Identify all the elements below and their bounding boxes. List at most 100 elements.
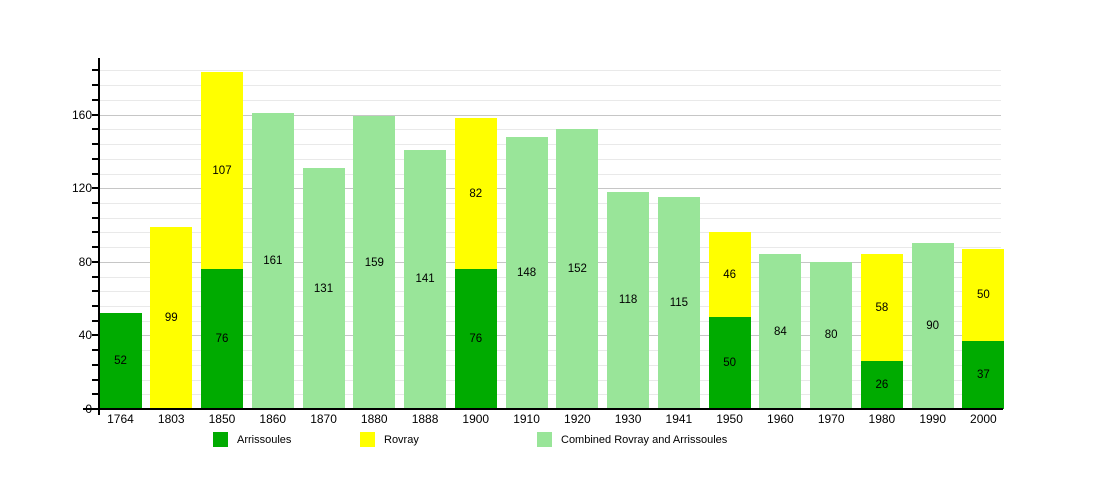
bar-value-label: 84 <box>773 325 787 338</box>
bar-segment: 152 <box>556 129 599 409</box>
y-axis-tick <box>92 98 99 101</box>
bar-segment: 141 <box>404 149 447 409</box>
bar-segment: 50 <box>708 317 751 409</box>
bar-value-label: 131 <box>313 282 334 295</box>
gridline <box>100 379 1001 381</box>
gridline <box>100 188 1001 190</box>
y-axis-tick <box>92 334 99 337</box>
x-tick-label: 1870 <box>310 412 337 426</box>
bar-segment: 46 <box>708 232 751 317</box>
bar-segment: 37 <box>962 340 1005 409</box>
x-tick-label: 2000 <box>970 412 997 426</box>
legend-item-combined: Combined Rovray and Arrissoules <box>537 432 727 447</box>
bar-segment: 84 <box>759 254 802 409</box>
gridline <box>100 70 1001 72</box>
bar-value-label: 76 <box>469 333 483 346</box>
gridline <box>100 114 1001 116</box>
x-tick-label: 1910 <box>513 412 540 426</box>
y-axis-tick <box>92 260 99 263</box>
y-axis-tick <box>92 172 99 175</box>
x-tick-label: 1880 <box>360 412 388 426</box>
gridline <box>100 144 1001 145</box>
x-tick-label: 1930 <box>614 412 642 426</box>
gridline <box>100 320 1001 322</box>
bar-value-label: 90 <box>926 320 940 333</box>
gridline <box>100 232 1001 234</box>
bar-value-label: 118 <box>618 294 638 307</box>
gridline <box>100 217 1001 219</box>
y-axis-tick <box>92 275 99 278</box>
y-axis-tick <box>92 143 99 145</box>
y-axis-tick <box>92 246 99 249</box>
bar-value-label: 50 <box>976 288 990 301</box>
y-axis-tick <box>92 84 99 87</box>
bar-value-label: 82 <box>469 187 483 200</box>
y-tick-label: 40 <box>78 328 92 343</box>
x-tick-label: 1960 <box>767 412 794 426</box>
bar-value-label: 159 <box>364 256 384 269</box>
bar-value-label: 52 <box>114 355 127 368</box>
bar-segment: 115 <box>657 197 700 409</box>
bar-segment: 159 <box>353 116 396 409</box>
gridline <box>100 129 1001 131</box>
bar-segment: 107 <box>201 72 243 270</box>
x-tick-label: 1980 <box>868 412 896 426</box>
bar-segment: 76 <box>201 269 243 409</box>
x-tick-label: 1950 <box>716 412 743 426</box>
gridline <box>100 394 1001 396</box>
y-axis-tick <box>92 113 99 116</box>
bar-value-label: 37 <box>976 368 990 381</box>
x-axis-line <box>83 408 1003 410</box>
gridline <box>100 261 1001 263</box>
bar-value-label: 50 <box>723 357 736 369</box>
bar-value-label: 161 <box>263 254 283 267</box>
bar-value-label: 152 <box>567 263 587 276</box>
bar-segment: 58 <box>860 254 903 362</box>
x-tick-label: 1860 <box>259 412 287 426</box>
bar-segment: 26 <box>860 361 903 409</box>
legend-label-arrissoules: Arrissoules <box>237 433 292 446</box>
y-axis-tick <box>92 349 99 352</box>
bar-segment: 82 <box>454 118 497 270</box>
bar-value-label: 99 <box>164 311 178 324</box>
x-tick-label: 1920 <box>564 412 591 426</box>
bar-value-label: 80 <box>824 329 838 342</box>
gridline <box>100 247 1001 249</box>
gridline <box>100 335 1001 337</box>
bar-value-label: 58 <box>875 301 889 314</box>
x-tick-label: 1803 <box>157 412 185 426</box>
gridline <box>100 291 1001 293</box>
bar-value-label: 141 <box>415 273 435 286</box>
y-axis-tick <box>92 290 99 293</box>
y-axis-tick <box>92 393 99 396</box>
bar-value-label: 76 <box>215 333 229 346</box>
gridline <box>100 158 1001 160</box>
gridline <box>100 306 1001 307</box>
bar-value-label: 107 <box>212 164 232 177</box>
x-tick-label: 1900 <box>462 412 490 426</box>
legend-swatch-combined-icon <box>537 432 552 447</box>
y-tick-label: 160 <box>71 107 92 122</box>
y-axis-tick <box>92 305 99 307</box>
gridline <box>100 202 1001 204</box>
y-axis-tick <box>92 231 99 234</box>
gridline <box>100 99 1001 101</box>
bar-value-label: 46 <box>723 268 736 281</box>
y-axis-tick <box>92 187 99 190</box>
gridline <box>100 173 1001 175</box>
legend-swatch-arrissoules-icon <box>213 432 228 447</box>
bar-segment: 118 <box>607 191 650 409</box>
y-axis-tick <box>92 201 99 204</box>
x-tick-label: 1941 <box>665 412 693 426</box>
gridline <box>100 364 1001 366</box>
bar-value-label: 26 <box>875 379 889 392</box>
x-tick-label: 1764 <box>107 412 134 426</box>
y-axis-tick <box>92 363 99 366</box>
legend-item-arrissoules: Arrissoules <box>213 432 291 447</box>
y-axis-tick <box>92 216 99 219</box>
y-axis-line <box>98 58 100 415</box>
gridline <box>100 276 1001 278</box>
y-tick-label: 80 <box>78 254 92 269</box>
gridline <box>100 85 1001 87</box>
bar-value-label: 115 <box>669 297 689 310</box>
